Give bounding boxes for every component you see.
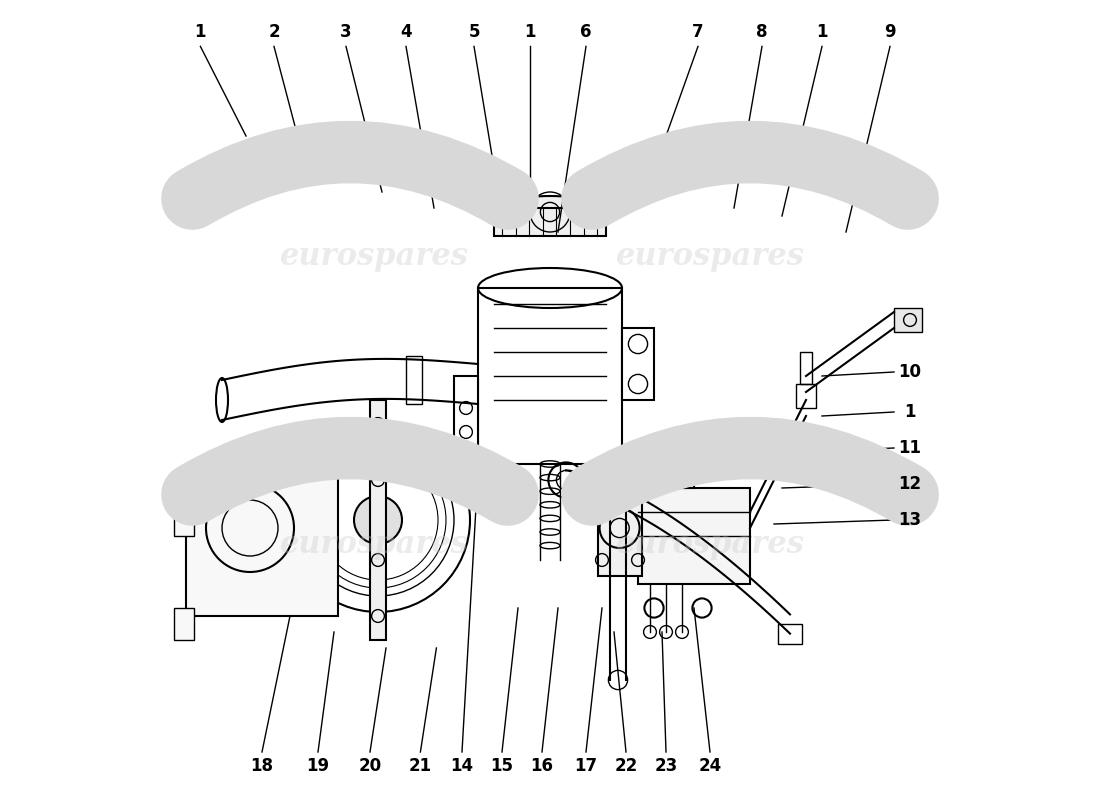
Text: 4: 4 bbox=[400, 23, 411, 41]
Bar bbox=[406, 355, 422, 403]
Bar bbox=[598, 496, 642, 576]
Text: eurospares: eurospares bbox=[616, 529, 804, 559]
Text: 18: 18 bbox=[251, 758, 274, 775]
Text: 10: 10 bbox=[899, 363, 922, 381]
Text: 8: 8 bbox=[757, 23, 768, 41]
Text: 1: 1 bbox=[195, 23, 206, 41]
Text: 20: 20 bbox=[359, 758, 382, 775]
Text: 5: 5 bbox=[469, 23, 480, 41]
Bar bbox=[621, 328, 654, 400]
Text: eurospares: eurospares bbox=[279, 241, 469, 271]
Text: 11: 11 bbox=[899, 439, 922, 457]
Text: 1: 1 bbox=[816, 23, 827, 41]
Circle shape bbox=[354, 496, 402, 544]
Text: eurospares: eurospares bbox=[616, 241, 804, 271]
Text: eurospares: eurospares bbox=[279, 529, 469, 559]
Bar bbox=[174, 608, 194, 640]
Text: 24: 24 bbox=[698, 758, 722, 775]
Bar bbox=[186, 472, 338, 616]
Text: 12: 12 bbox=[899, 475, 922, 493]
Text: 14: 14 bbox=[450, 758, 474, 775]
Bar bbox=[494, 208, 606, 236]
Text: 1: 1 bbox=[904, 403, 915, 421]
Bar bbox=[638, 488, 750, 584]
Text: 23: 23 bbox=[654, 758, 678, 775]
Bar bbox=[894, 308, 922, 332]
Bar bbox=[174, 496, 194, 536]
Text: 15: 15 bbox=[491, 758, 514, 775]
Bar bbox=[796, 384, 815, 408]
Bar bbox=[454, 376, 478, 464]
Text: 6: 6 bbox=[581, 23, 592, 41]
Bar bbox=[370, 400, 386, 640]
Text: 1: 1 bbox=[525, 23, 536, 41]
Text: 7: 7 bbox=[692, 23, 704, 41]
Text: 22: 22 bbox=[615, 758, 638, 775]
Text: 13: 13 bbox=[899, 511, 922, 529]
Bar bbox=[678, 456, 694, 488]
Text: 9: 9 bbox=[884, 23, 895, 41]
Text: 2: 2 bbox=[268, 23, 279, 41]
Text: 16: 16 bbox=[530, 758, 553, 775]
Bar bbox=[800, 352, 813, 384]
Ellipse shape bbox=[494, 196, 606, 228]
Bar bbox=[778, 624, 802, 644]
Text: 17: 17 bbox=[574, 758, 597, 775]
Text: 3: 3 bbox=[340, 23, 352, 41]
Text: 19: 19 bbox=[307, 758, 330, 775]
Text: 21: 21 bbox=[409, 758, 432, 775]
Bar bbox=[478, 288, 622, 464]
